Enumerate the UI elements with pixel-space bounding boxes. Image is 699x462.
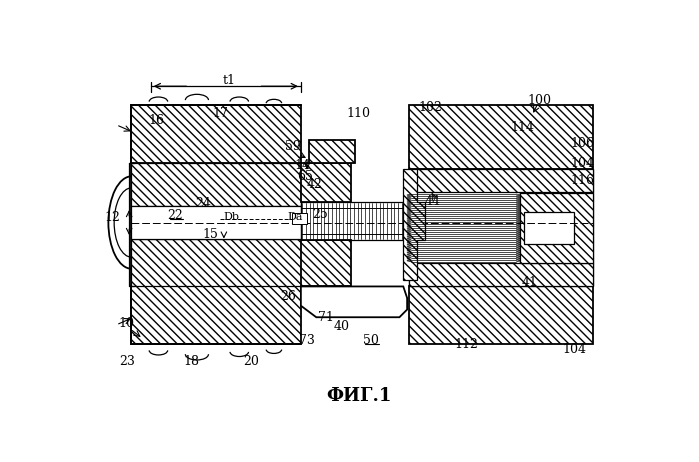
Bar: [409, 105, 593, 170]
Text: 23: 23: [120, 355, 136, 368]
Text: 17: 17: [212, 107, 228, 120]
Text: 106: 106: [570, 138, 595, 151]
Text: Db: Db: [224, 212, 240, 222]
Bar: [131, 163, 301, 206]
Text: 59: 59: [285, 140, 301, 153]
Bar: [409, 263, 593, 286]
Bar: [520, 170, 593, 286]
Text: 42: 42: [307, 178, 323, 191]
Text: 110: 110: [347, 107, 370, 120]
Text: 14: 14: [294, 159, 310, 172]
Text: 71: 71: [318, 311, 334, 324]
Text: 12: 12: [104, 211, 120, 224]
Bar: [131, 286, 301, 344]
Polygon shape: [301, 286, 407, 317]
Text: 112: 112: [454, 338, 478, 351]
Text: Da: Da: [288, 212, 303, 222]
Bar: [409, 170, 520, 286]
Text: 24: 24: [195, 197, 211, 210]
Text: ФИГ.1: ФИГ.1: [326, 387, 391, 405]
Polygon shape: [403, 170, 425, 280]
Bar: [301, 202, 403, 240]
Text: t1: t1: [223, 74, 236, 87]
Text: 114: 114: [511, 121, 535, 134]
Bar: [131, 105, 301, 163]
Bar: [131, 239, 301, 286]
Text: 20: 20: [243, 355, 259, 368]
Text: 16: 16: [149, 115, 165, 128]
Bar: [301, 163, 351, 202]
Text: 50: 50: [363, 334, 379, 347]
Bar: [131, 206, 301, 239]
Text: 104: 104: [562, 343, 586, 356]
Bar: [520, 193, 593, 263]
Bar: [524, 212, 574, 244]
Bar: [409, 170, 593, 193]
Text: 25: 25: [312, 208, 328, 221]
Text: 44: 44: [424, 195, 440, 208]
Text: 41: 41: [521, 276, 538, 289]
Text: 40: 40: [333, 320, 350, 333]
Text: 102: 102: [418, 101, 442, 114]
Text: 104: 104: [570, 157, 595, 170]
Bar: [409, 286, 593, 344]
Text: 18: 18: [184, 355, 199, 368]
Text: 100: 100: [528, 94, 552, 107]
Text: 26: 26: [280, 290, 296, 303]
Text: 10: 10: [118, 317, 134, 330]
Bar: [524, 188, 574, 267]
Text: 65: 65: [297, 170, 312, 183]
Bar: [291, 213, 307, 224]
Polygon shape: [308, 140, 355, 163]
Text: 15: 15: [203, 228, 219, 241]
Text: 73: 73: [299, 334, 315, 347]
Text: 116: 116: [570, 174, 595, 187]
Text: 22: 22: [168, 209, 183, 222]
Bar: [301, 240, 351, 286]
